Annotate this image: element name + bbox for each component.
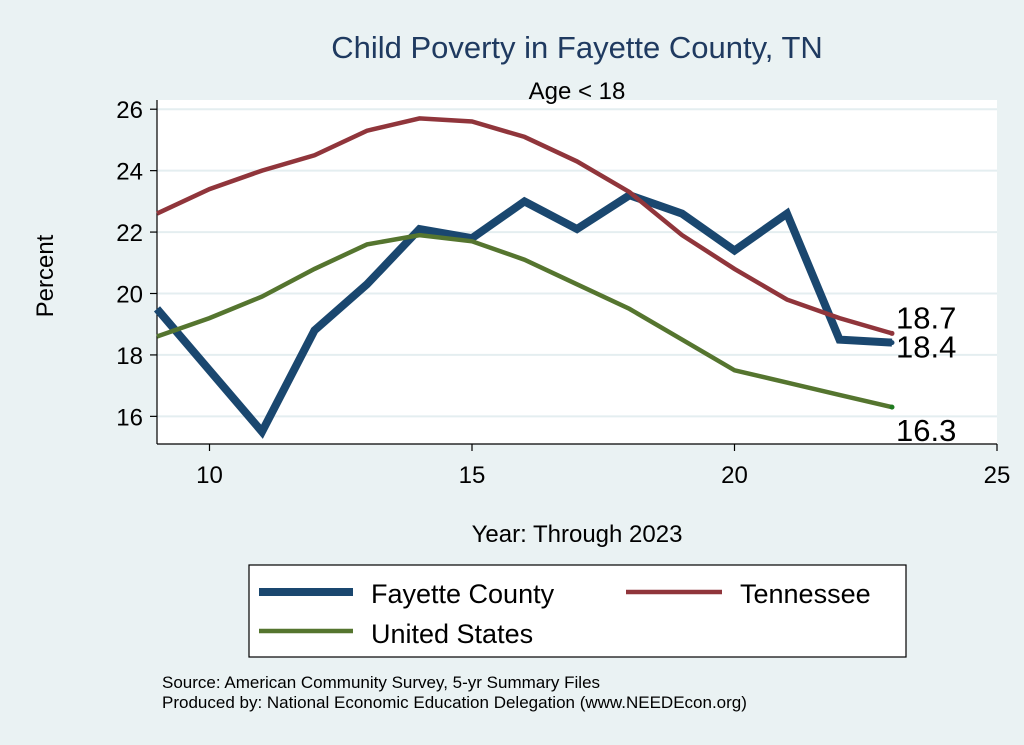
- series-line-united-states: [156, 232, 893, 410]
- legend-label-tennessee: Tennessee: [740, 579, 871, 609]
- x-tick-label-15: 15: [459, 462, 486, 489]
- series-end-point-tennessee: [889, 330, 895, 336]
- end-label-united-states: 16.3: [896, 413, 956, 448]
- y-tick-label-24: 24: [116, 159, 143, 186]
- end-label-fayette-county: 18.4: [896, 330, 956, 365]
- y-tick-label-16: 16: [116, 404, 143, 431]
- chart-title: Child Poverty in Fayette County, TN: [331, 30, 823, 65]
- plot-area: [157, 100, 997, 444]
- y-tick-label-20: 20: [116, 282, 143, 309]
- source-note-1: Source: American Community Survey, 5-yr …: [162, 673, 600, 692]
- legend-label-fayette-county: Fayette County: [371, 579, 555, 609]
- series-line-tennessee: [156, 116, 893, 336]
- x-tick-label-25: 25: [984, 462, 1011, 489]
- y-tick-label-22: 22: [116, 220, 143, 247]
- legend-box: [248, 564, 907, 658]
- series-end-point-fayette-county: [889, 340, 895, 346]
- legend-label-united-states: United States: [371, 619, 533, 649]
- y-axis-label: Percent: [32, 234, 59, 317]
- series-end-point-united-states: [889, 404, 895, 410]
- y-tick-label-18: 18: [116, 343, 143, 370]
- x-tick-label-20: 20: [721, 462, 748, 489]
- x-tick-label-10: 10: [196, 462, 223, 489]
- x-axis-label: Year: Through 2023: [472, 521, 683, 548]
- y-tick-label-26: 26: [116, 97, 143, 124]
- end-label-tennessee: 18.7: [896, 300, 956, 335]
- source-note-2: Produced by: National Economic Education…: [162, 693, 747, 712]
- series-line-fayette-county: [153, 190, 893, 439]
- chart-subtitle: Age < 18: [529, 78, 626, 105]
